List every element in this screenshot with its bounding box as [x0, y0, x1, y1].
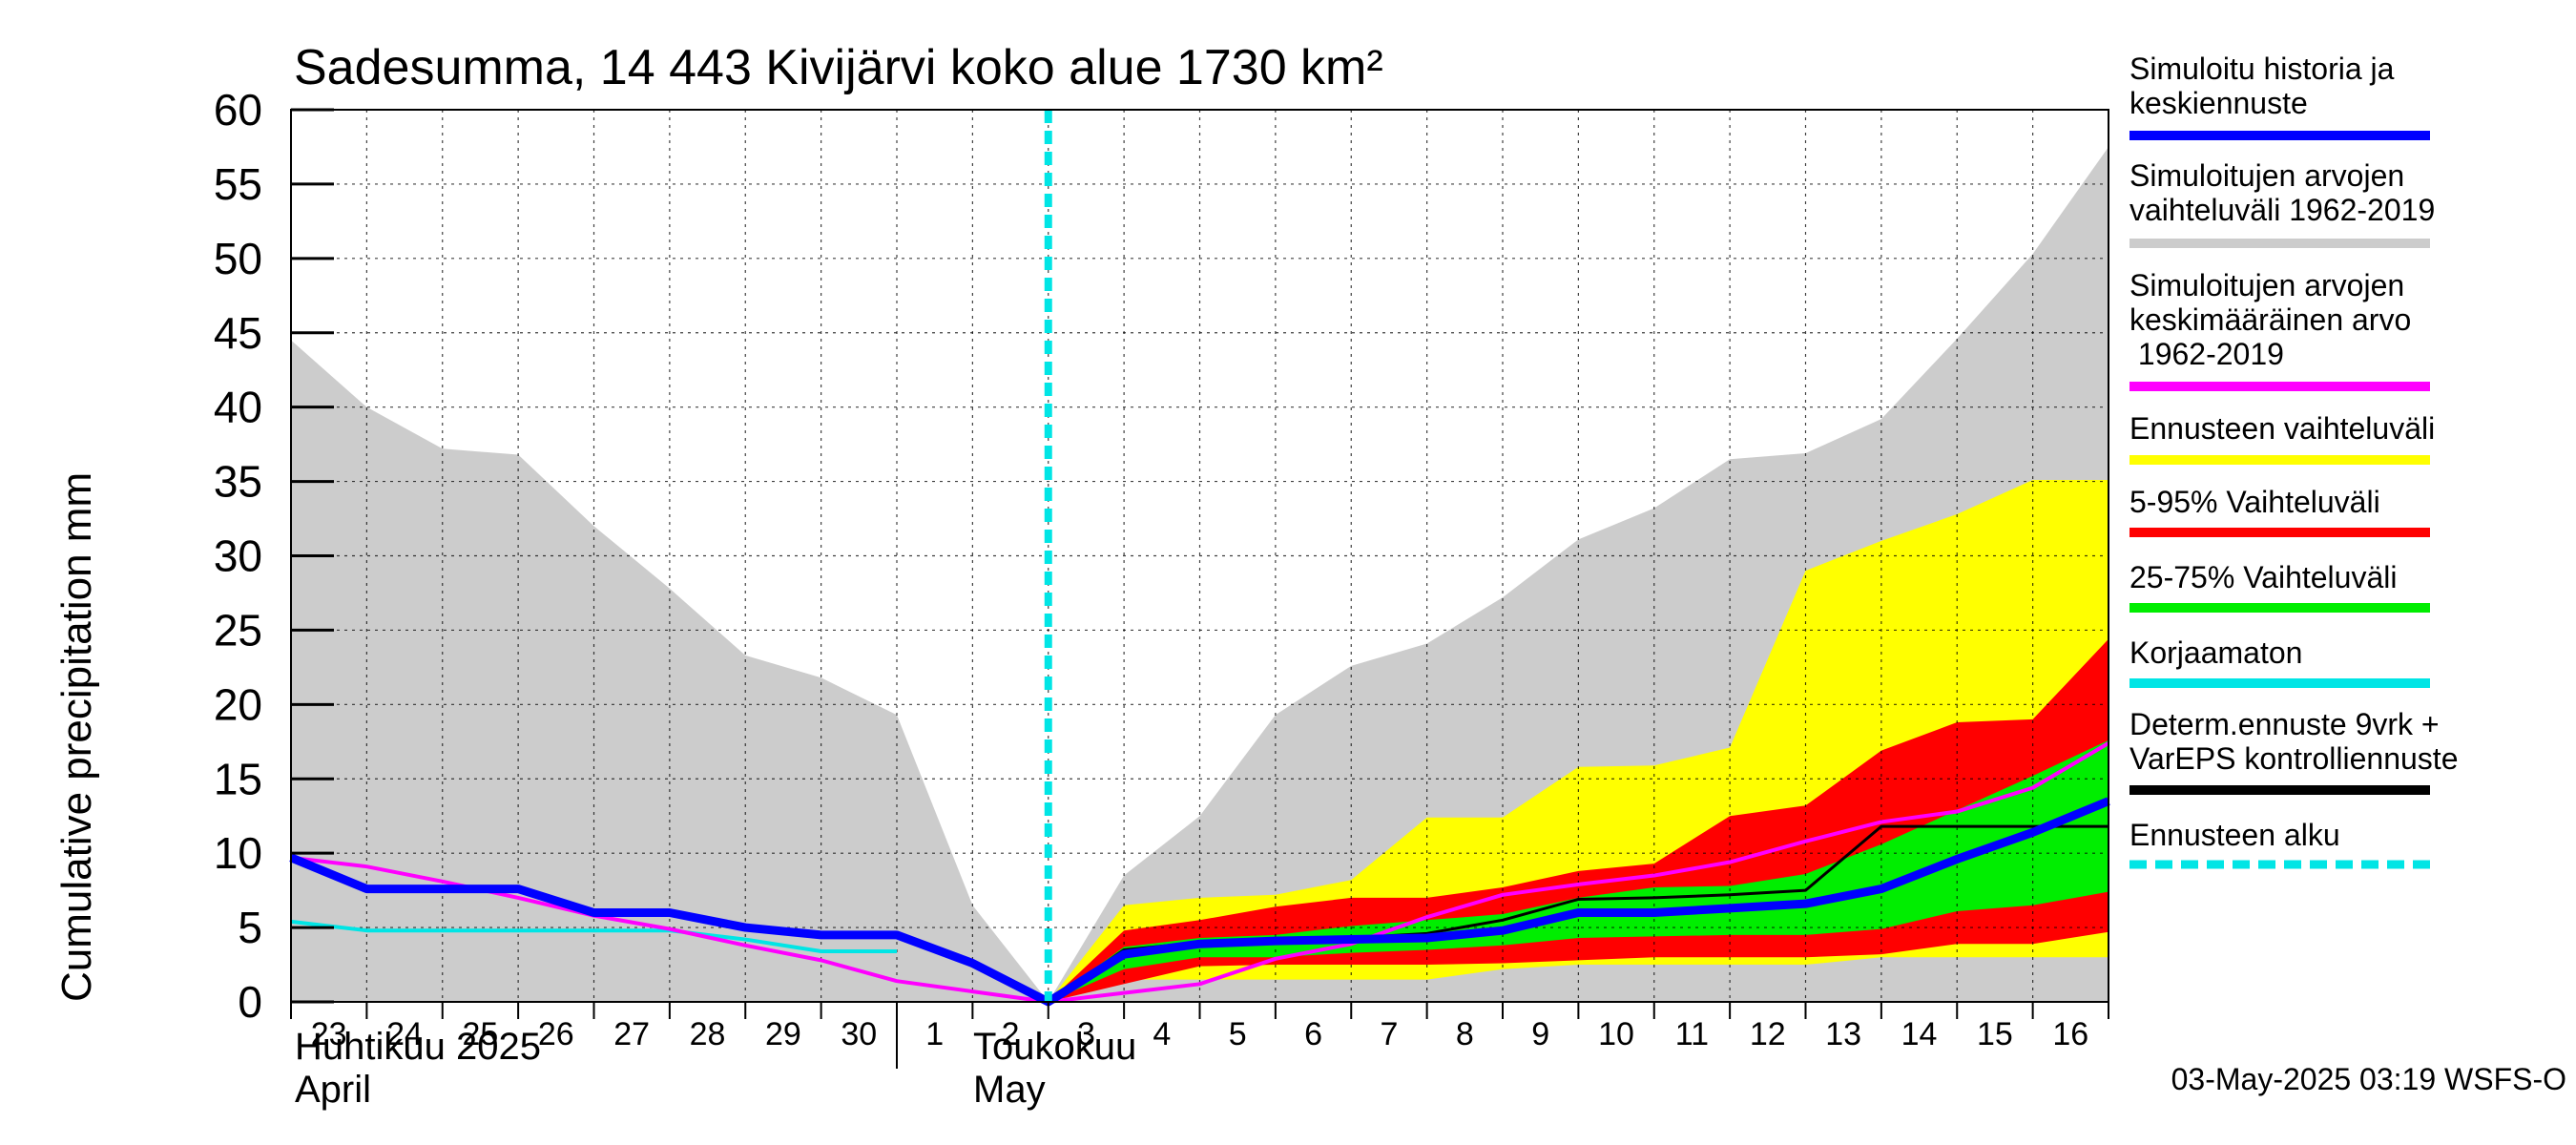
legend-item: Korjaamaton — [2129, 635, 2430, 688]
x-tick-label: 10 — [1598, 1016, 1634, 1052]
x-tick-label: 5 — [1229, 1016, 1247, 1052]
y-tick-label: 55 — [214, 159, 262, 209]
x-tick-label: 12 — [1750, 1016, 1786, 1052]
x-tick-label: 15 — [1977, 1016, 2013, 1052]
y-tick-label: 45 — [214, 308, 262, 358]
x-tick-label: 11 — [1675, 1016, 1709, 1052]
y-tick-label: 50 — [214, 234, 262, 283]
month-label: April — [295, 1069, 371, 1111]
x-tick-label: 13 — [1825, 1016, 1861, 1052]
x-tick-label: 25 — [463, 1016, 499, 1052]
legend: Simuloitu historia ja keskiennuste Simuloi… — [2129, 52, 2458, 869]
legend-label: Ennusteen vaihteluväli — [2129, 411, 2435, 446]
x-tick-label: 24 — [386, 1016, 423, 1052]
y-tick-label: 40 — [214, 383, 262, 432]
chart-title: Sadesumma, 14 443 Kivijärvi koko alue 17… — [294, 40, 1383, 95]
x-tick-label: 14 — [1901, 1016, 1938, 1052]
x-tick-label: 7 — [1380, 1016, 1398, 1052]
y-tick-label: 10 — [214, 828, 262, 878]
x-tick-label: 27 — [613, 1016, 650, 1052]
x-tick-label: 4 — [1153, 1016, 1171, 1052]
legend-label: Simuloitujen arvojen keskimääräinen arvo … — [2129, 268, 2411, 371]
month-label: May — [973, 1069, 1046, 1111]
legend-label: 5-95% Vaihteluväli — [2129, 485, 2380, 519]
y-tick-label: 35 — [214, 457, 262, 507]
legend-item: Determ.ennuste 9vrk + VarEPS kontrollienn… — [2129, 707, 2458, 795]
y-tick-label: 25 — [214, 605, 262, 655]
x-tick-label: 2 — [1002, 1016, 1020, 1052]
legend-label: Ennusteen alku — [2129, 818, 2340, 852]
y-tick-label: 15 — [214, 754, 262, 803]
series-line-korjaamaton — [290, 919, 897, 954]
legend-label: Determ.ennuste 9vrk + VarEPS kontrollienn… — [2129, 707, 2458, 776]
x-tick-label: 26 — [538, 1016, 574, 1052]
legend-label: Simuloitujen arvojen vaihteluväli 1962-20… — [2129, 158, 2435, 227]
legend-item: Ennusteen alku — [2129, 818, 2430, 869]
y-tick-label: 60 — [214, 85, 262, 135]
grid — [291, 110, 2109, 1002]
y-axis-label: Cumulative precipitation mm — [53, 472, 100, 1002]
month-label: Toukokuu — [973, 1026, 1136, 1068]
legend-item: Simuloitu historia ja keskiennuste — [2129, 52, 2430, 140]
legend-item: Ennusteen vaihteluväli — [2129, 411, 2435, 465]
y-tick-label: 20 — [214, 679, 262, 729]
legend-item: Simuloitujen arvojen vaihteluväli 1962-20… — [2129, 158, 2435, 248]
y-tick-label: 0 — [238, 977, 262, 1027]
legend-item: 5-95% Vaihteluväli — [2129, 485, 2430, 537]
x-tick-label: 3 — [1077, 1016, 1095, 1052]
series-line-simuloitu-historia-ja-keskiennuste — [289, 797, 2110, 1007]
legend-item: Simuloitujen arvojen keskimääräinen arvo … — [2129, 268, 2430, 391]
x-tick-label: 23 — [311, 1016, 347, 1052]
legend-item: 25-75% Vaihteluväli — [2129, 560, 2430, 613]
x-tick-label: 16 — [2052, 1016, 2088, 1052]
month-label: Huhtikuu 2025 — [295, 1026, 541, 1068]
y-tick-label: 5 — [238, 903, 262, 952]
legend-label: 25-75% Vaihteluväli — [2129, 560, 2397, 594]
legend-label: Korjaamaton — [2129, 635, 2302, 670]
x-tick-label: 6 — [1304, 1016, 1322, 1052]
x-tick-label: 30 — [841, 1016, 877, 1052]
x-tick-label: 29 — [765, 1016, 801, 1052]
x-tick-label: 9 — [1531, 1016, 1549, 1052]
x-tick-label: 1 — [925, 1016, 944, 1052]
y-tick-label: 30 — [214, 531, 262, 581]
x-tick-label: 8 — [1456, 1016, 1474, 1052]
legend-label: Simuloitu historia ja keskiennuste — [2129, 52, 2395, 120]
x-tick-label: 28 — [690, 1016, 726, 1052]
timestamp-footer: 03-May-2025 03:19 WSFS-O — [2171, 1062, 2566, 1096]
